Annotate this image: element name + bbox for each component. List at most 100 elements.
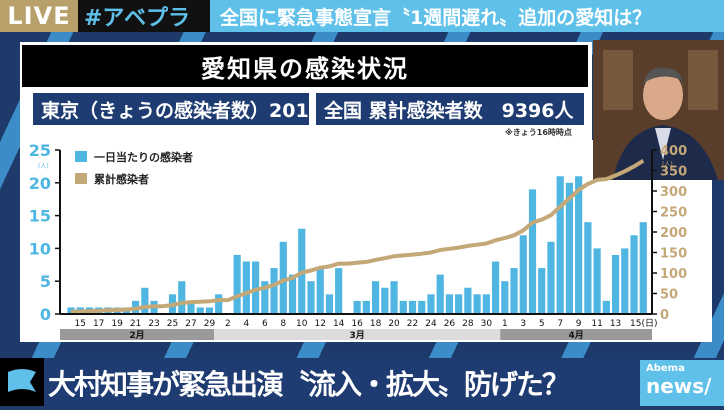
x-tick-label: 30 bbox=[481, 319, 493, 329]
bar-3/26 bbox=[445, 294, 454, 314]
tokyo-count: 東京（きょうの感染者数）201人 bbox=[33, 93, 328, 125]
x-tick-label: 18 bbox=[370, 319, 382, 329]
right-tick-label: 400 bbox=[660, 144, 687, 159]
x-tick-label: 10 bbox=[296, 319, 308, 329]
bar-2/29 bbox=[205, 307, 214, 314]
month-band bbox=[500, 329, 652, 340]
x-tick-label: 2 bbox=[225, 319, 231, 329]
right-tick-label: 100 bbox=[660, 267, 687, 282]
x-tick-label: 4 bbox=[244, 319, 250, 329]
x-tick-label: 21 bbox=[130, 319, 141, 329]
bar-3/30 bbox=[482, 294, 490, 314]
bar-3/21 bbox=[399, 300, 407, 314]
bar-4/13 bbox=[611, 254, 620, 314]
month-label: 4月 bbox=[568, 330, 583, 341]
headline: 全国に緊急事態宣言〝1週間遅れ〟追加の愛知は？ bbox=[210, 0, 724, 32]
video-inset bbox=[593, 40, 724, 180]
timestamp-note: ※きょう16時時点 bbox=[505, 128, 572, 137]
bar-3/11 bbox=[307, 281, 315, 314]
bar-4/10 bbox=[584, 222, 592, 314]
x-tick-label: 17 bbox=[93, 319, 104, 329]
bar-4/11 bbox=[593, 248, 601, 314]
bar-3/19 bbox=[381, 287, 389, 314]
right-tick-label: 350 bbox=[660, 165, 687, 180]
x-tick-label: 23 bbox=[148, 319, 159, 329]
month-band bbox=[214, 329, 501, 340]
ticker-text: 大村知事が緊急出演〝流入・拡大〟防げた？ bbox=[48, 368, 570, 401]
bar-4/12 bbox=[602, 300, 610, 314]
bar-3/18 bbox=[371, 281, 380, 314]
x-tick-label: 14 bbox=[333, 319, 345, 329]
bar-3/14 bbox=[335, 268, 343, 314]
x-tick-label: 29 bbox=[204, 319, 216, 329]
bar-3/27 bbox=[455, 294, 463, 314]
x-tick-label: 20 bbox=[388, 319, 400, 329]
bar-3/6 bbox=[261, 281, 269, 314]
right-unit: (人) bbox=[662, 161, 673, 168]
bar-4/7 bbox=[556, 176, 564, 314]
bar-4/9 bbox=[575, 176, 583, 314]
right-tick-label: 300 bbox=[660, 185, 687, 200]
month-label: 2月 bbox=[129, 330, 144, 341]
bar-4/14 bbox=[621, 248, 629, 314]
bar-3/9 bbox=[288, 274, 297, 314]
bar-2/22 bbox=[141, 287, 149, 314]
bar-3/22 bbox=[408, 300, 417, 314]
bar-3/17 bbox=[362, 300, 370, 314]
x-tick-label: 15 bbox=[75, 319, 86, 329]
live-badge: LIVE bbox=[0, 0, 78, 32]
bar-3/1 bbox=[215, 294, 223, 314]
national-cumulative: 全国 累計感染者数 9396人 bbox=[316, 93, 584, 125]
legend-swatch-cumulative bbox=[75, 173, 87, 184]
right-tick-label: 50 bbox=[660, 288, 678, 303]
x-tick-label: 5 bbox=[539, 319, 545, 329]
bar-3/13 bbox=[325, 294, 334, 314]
x-tick-label: 7 bbox=[557, 319, 563, 329]
left-tick-label: 5 bbox=[40, 272, 51, 291]
bar-4/5 bbox=[538, 268, 546, 314]
bar-4/15 bbox=[630, 235, 638, 314]
left-tick-label: 10 bbox=[29, 239, 51, 258]
bar-4/3 bbox=[519, 235, 527, 314]
hashtag: #アベプラ bbox=[78, 0, 210, 32]
bar-3/29 bbox=[473, 294, 481, 314]
bar-3/12 bbox=[316, 268, 324, 314]
month-band bbox=[60, 329, 215, 340]
right-tick-label: 0 bbox=[660, 308, 669, 323]
x-tick-label: 24 bbox=[425, 319, 437, 329]
x-tick-label: 26 bbox=[444, 319, 456, 329]
bar-3/23 bbox=[418, 300, 426, 314]
x-tick-label: 6 bbox=[262, 319, 268, 329]
x-tick-label: 1 bbox=[502, 319, 508, 329]
x-tick-label: 19 bbox=[111, 319, 123, 329]
bar-3/28 bbox=[464, 287, 472, 314]
legend-cumulative: 累計感染者 bbox=[94, 172, 149, 186]
left-tick-label: 25 bbox=[29, 141, 51, 160]
left-unit: (人) bbox=[38, 163, 49, 170]
left-tick-label: 0 bbox=[40, 305, 51, 324]
cumulative-line bbox=[70, 158, 645, 314]
bar-3/31 bbox=[491, 261, 500, 314]
bar-4/4 bbox=[528, 189, 537, 314]
bar-3/20 bbox=[390, 281, 398, 314]
bar-4/6 bbox=[547, 241, 555, 314]
bar-4/2 bbox=[510, 268, 518, 314]
bar-2/28 bbox=[196, 307, 204, 314]
right-tick-label: 250 bbox=[660, 206, 687, 221]
panel-title: 愛知県の感染状況 bbox=[22, 45, 588, 87]
x-tick-label: 3 bbox=[520, 319, 526, 329]
x-tick-label: 11 bbox=[591, 319, 602, 329]
logo-bottom: news/ bbox=[646, 374, 712, 398]
x-tick-label: 13 bbox=[610, 319, 621, 329]
bar-3/4 bbox=[242, 261, 250, 314]
top-bar: LIVE #アベプラ 全国に緊急事態宣言〝1週間遅れ〟追加の愛知は？ bbox=[0, 0, 724, 32]
right-tick-label: 200 bbox=[660, 226, 687, 241]
abema-news-logo: Abema news/ bbox=[640, 360, 724, 406]
x-tick-label: 8 bbox=[280, 319, 286, 329]
logo-top: Abema bbox=[646, 363, 685, 374]
x-tick-label: 12 bbox=[314, 319, 325, 329]
legend-swatch-daily bbox=[75, 151, 87, 162]
x-tick-label: 9 bbox=[576, 319, 582, 329]
x-tick-label: 22 bbox=[407, 319, 418, 329]
